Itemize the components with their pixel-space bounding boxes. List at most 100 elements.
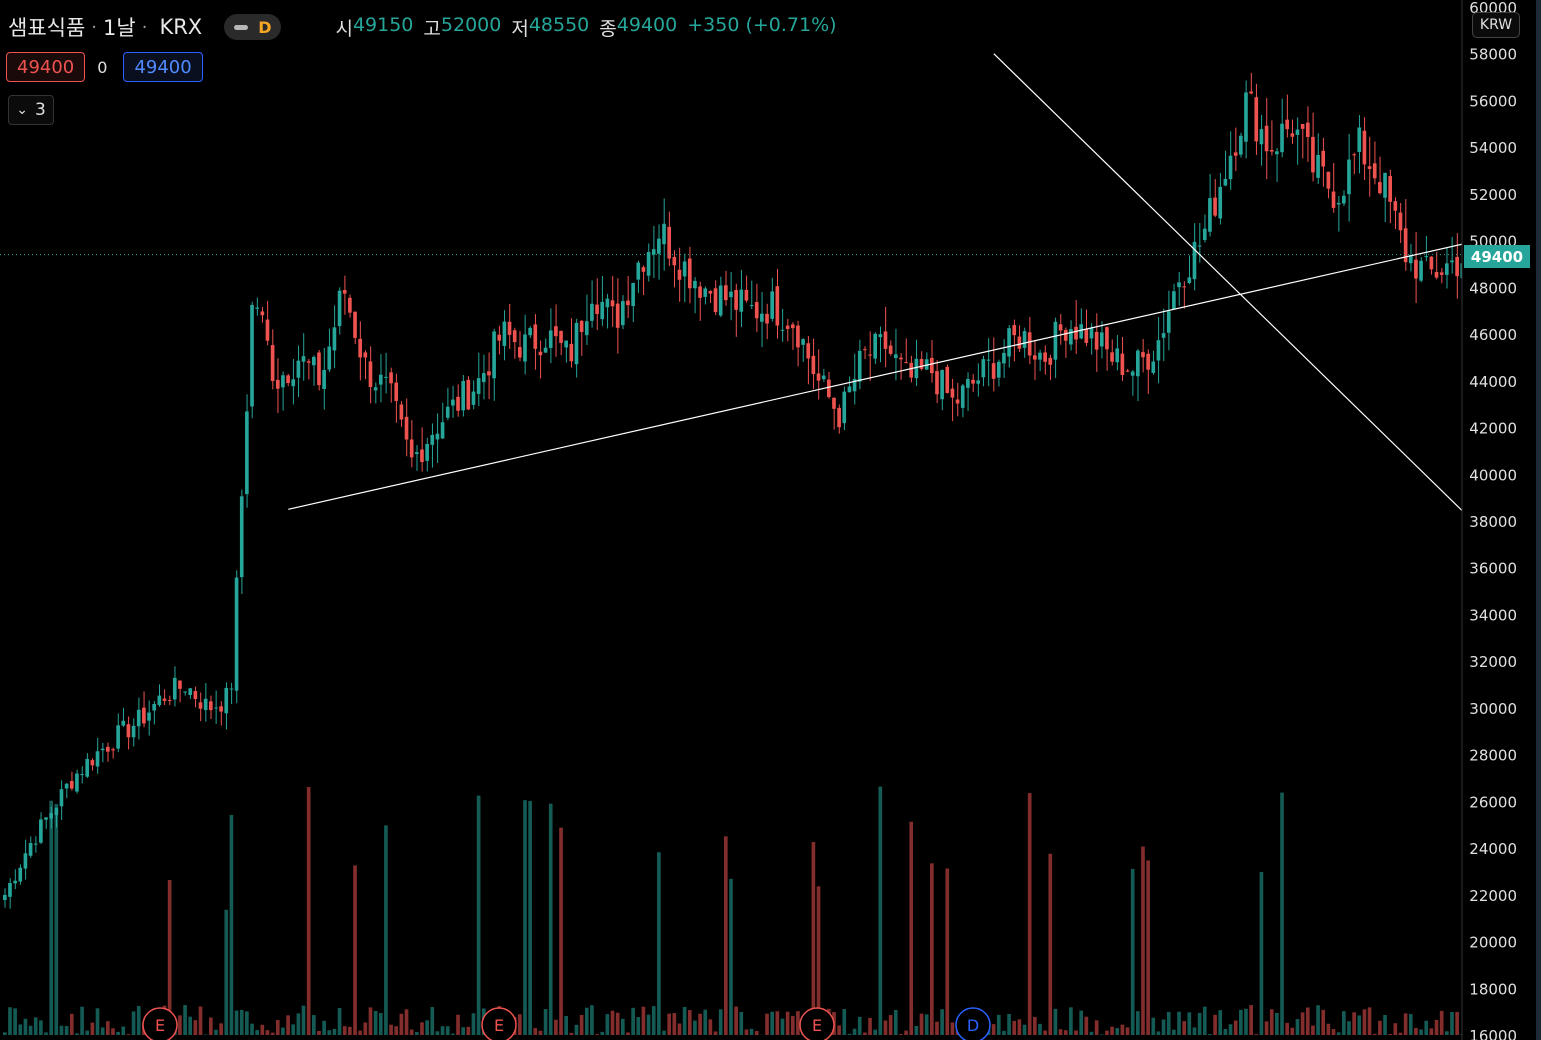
- volume-bar: [1295, 1019, 1300, 1035]
- candle-body: [162, 698, 167, 701]
- interval-label[interactable]: 1날: [103, 16, 136, 40]
- volume-bar: [1316, 1005, 1320, 1035]
- indicators-toggle[interactable]: ⌄ 3: [8, 95, 54, 125]
- badge-label: D: [258, 17, 272, 37]
- candle-body: [363, 352, 368, 358]
- candle-body: [1027, 332, 1032, 356]
- volume-bar: [888, 1015, 893, 1035]
- volume-bar: [476, 795, 481, 1035]
- volume-bar: [1408, 1014, 1413, 1035]
- candle-body: [888, 345, 893, 354]
- volume-bar: [1151, 1017, 1156, 1035]
- candle-body: [703, 288, 708, 297]
- candle-body: [8, 883, 12, 897]
- volume-bar: [136, 1006, 141, 1035]
- volume-bar: [528, 800, 532, 1035]
- candle-body: [662, 223, 666, 245]
- volume-bar: [718, 1009, 723, 1035]
- candle-body: [1290, 133, 1295, 137]
- candle-body: [518, 347, 522, 358]
- candle-body: [420, 449, 424, 463]
- volume-bar: [1202, 1006, 1207, 1035]
- volume-bar: [404, 1009, 409, 1035]
- high-label: 고: [423, 17, 441, 40]
- candle-body: [1053, 321, 1058, 360]
- volume-bar: [49, 800, 53, 1035]
- volume-bar: [1192, 1027, 1197, 1035]
- volume-bar: [54, 803, 59, 1035]
- volume-bar: [239, 1009, 244, 1035]
- volume-bar: [1172, 1029, 1176, 1035]
- y-tick-label: 32000: [1469, 653, 1517, 671]
- candle-body: [1120, 353, 1125, 375]
- trendlines[interactable]: [288, 53, 1479, 522]
- market-status-badge[interactable]: D: [224, 14, 282, 40]
- candle-body: [1094, 331, 1099, 350]
- y-tick-label: 42000: [1469, 420, 1517, 438]
- volume-bar: [1342, 1011, 1346, 1035]
- candle-body: [1172, 291, 1176, 309]
- volume-bar: [559, 827, 563, 1035]
- event-marker-earnings[interactable]: [481, 1007, 517, 1040]
- event-marker-label: E: [494, 1016, 504, 1035]
- volume-bar: [415, 1032, 419, 1035]
- candle-body: [1455, 256, 1459, 277]
- volume-bar: [322, 1020, 326, 1035]
- volume-bar: [1038, 1023, 1042, 1035]
- currency-button[interactable]: KRW: [1472, 12, 1520, 38]
- volume-bar: [1321, 1009, 1326, 1035]
- sell-button[interactable]: 49400: [6, 52, 86, 82]
- volume-bar: [935, 1021, 939, 1035]
- volume-bar: [59, 1025, 64, 1035]
- event-marker-earnings[interactable]: [799, 1007, 835, 1040]
- candle-body: [672, 257, 677, 266]
- y-tick-label: 54000: [1469, 139, 1517, 157]
- trendline-resistance[interactable]: [993, 53, 1474, 522]
- candle-body: [203, 698, 208, 711]
- candle-body: [1130, 371, 1135, 376]
- candle-body: [358, 338, 362, 358]
- volume-bar: [358, 1030, 362, 1035]
- price-axis-scrollbar[interactable]: [1536, 0, 1541, 1040]
- candle-body: [595, 304, 599, 315]
- event-marker-dividend[interactable]: [955, 1007, 991, 1040]
- candle-body: [85, 758, 90, 777]
- volume-bar: [991, 1024, 996, 1035]
- candle-body: [646, 252, 651, 276]
- candle-body: [991, 363, 996, 379]
- volume-bar: [1105, 1030, 1109, 1035]
- buy-button[interactable]: 49400: [123, 52, 203, 82]
- candle-body: [188, 688, 193, 696]
- volume-bar: [919, 1013, 924, 1035]
- trendline-support[interactable]: [288, 240, 1479, 510]
- volume-bar: [255, 1030, 259, 1035]
- candle-body: [816, 373, 821, 381]
- volume-bar: [899, 1034, 903, 1035]
- candle-body: [528, 327, 532, 336]
- volume-bar: [739, 1012, 744, 1035]
- candle-body: [312, 356, 316, 366]
- candle-body: [95, 751, 100, 767]
- volume-bar: [878, 786, 883, 1035]
- candle-body: [471, 391, 476, 405]
- candle-body: [852, 379, 857, 392]
- volume-bar: [847, 1033, 852, 1035]
- candle-body: [873, 333, 877, 359]
- price-axis: 16000 18000 20000 22000 24000 26000 28000 30000…: [1461, 0, 1541, 1040]
- candle-body: [337, 290, 342, 327]
- candle-body: [1084, 329, 1089, 343]
- event-marker-earnings[interactable]: [142, 1007, 178, 1040]
- candle-body: [1295, 129, 1300, 135]
- candle-body: [754, 302, 759, 319]
- candle-body: [960, 385, 965, 408]
- symbol-name[interactable]: 샘표식품: [8, 16, 86, 40]
- candle-body: [971, 379, 975, 384]
- candle-body: [415, 452, 419, 455]
- volume-bar: [564, 1015, 568, 1035]
- candle-body: [389, 372, 393, 384]
- volume-bar: [116, 1031, 120, 1035]
- volume-bar: [641, 1006, 646, 1035]
- candle-body: [1197, 245, 1202, 247]
